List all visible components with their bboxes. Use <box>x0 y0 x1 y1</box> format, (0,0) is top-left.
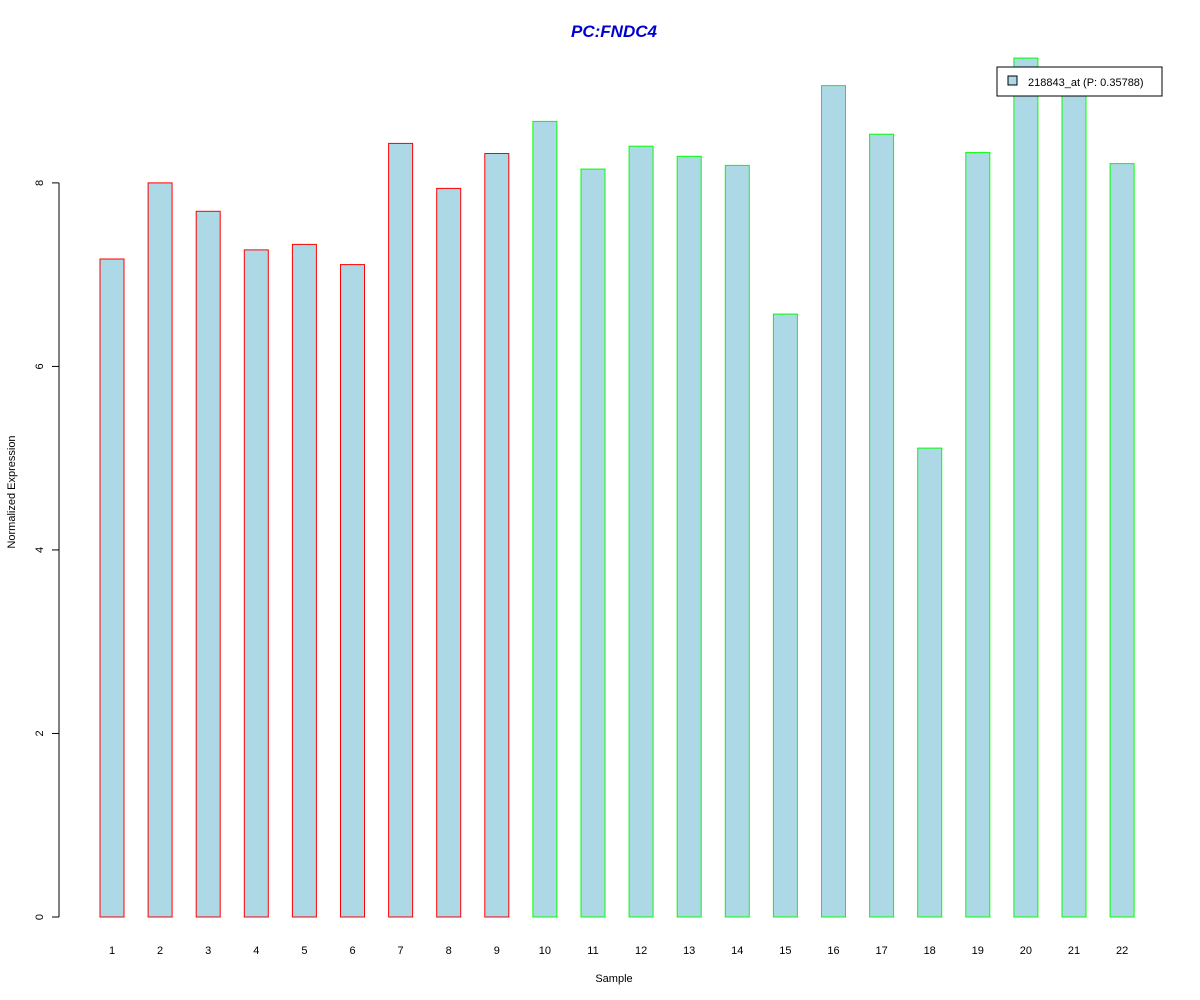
bar-sample-3 <box>195 210 221 918</box>
legend: 218843_at (P: 0.35788) <box>996 66 1163 97</box>
bar-sample-9 <box>484 153 510 918</box>
x-tick-label: 14 <box>731 945 743 957</box>
x-tick-label: 13 <box>683 945 695 957</box>
x-tick-label: 6 <box>349 945 355 957</box>
x-tick-label: 9 <box>494 945 500 957</box>
x-tick-label: 8 <box>446 945 452 957</box>
y-tick-label: 4 <box>34 547 46 553</box>
bars-group <box>99 57 1135 918</box>
x-tick-label: 10 <box>539 945 551 957</box>
x-tick-label: 15 <box>779 945 791 957</box>
bar-sample-12 <box>628 145 654 918</box>
x-tick-label: 21 <box>1068 945 1080 957</box>
bar-sample-20 <box>1013 57 1039 918</box>
y-tick-label: 0 <box>34 914 46 920</box>
bar-sample-21 <box>1061 94 1087 918</box>
x-tick-label: 19 <box>972 945 984 957</box>
legend-label: 218843_at (P: 0.35788) <box>1028 77 1144 89</box>
x-tick-label: 12 <box>635 945 647 957</box>
bar-sample-5 <box>291 243 317 918</box>
bar-sample-18 <box>917 447 943 918</box>
x-tick-label: 1 <box>109 945 115 957</box>
x-tick-label: 2 <box>157 945 163 957</box>
x-tick-label: 17 <box>875 945 887 957</box>
x-tick-labels: 1 2 3 4 5 6 7 8 9 10 11 12 13 14 15 16 17 18 19 20 21 22 <box>109 945 1128 957</box>
x-tick-label: 16 <box>827 945 839 957</box>
bar-sample-6 <box>340 264 365 918</box>
x-tick-label: 11 <box>587 945 598 957</box>
bar-sample-10 <box>532 120 558 918</box>
bar-sample-8 <box>436 187 462 918</box>
x-tick-label: 5 <box>301 945 307 957</box>
x-axis-label: Sample <box>595 973 632 985</box>
x-tick-label: 3 <box>205 945 211 957</box>
bar-sample-19 <box>965 152 991 918</box>
bar-sample-14 <box>724 164 750 918</box>
bar-sample-15 <box>772 313 798 918</box>
bar-sample-11 <box>580 168 606 918</box>
y-tick-label: 6 <box>34 363 46 369</box>
bar-sample-2 <box>147 182 173 918</box>
x-tick-label: 22 <box>1116 945 1128 957</box>
x-tick-label: 7 <box>398 945 404 957</box>
bar-sample-1 <box>99 258 125 918</box>
bar-sample-16 <box>821 85 846 918</box>
bar-sample-22 <box>1109 163 1135 918</box>
y-axis: 0 2 4 6 8 <box>34 180 60 920</box>
legend-swatch <box>1007 75 1018 86</box>
chart-title: PC:FNDC4 <box>571 22 657 41</box>
x-tick-label: 20 <box>1020 945 1032 957</box>
y-axis-label: Normalized Expression <box>6 435 18 548</box>
x-tick-label: 4 <box>253 945 259 957</box>
bar-sample-17 <box>869 133 895 918</box>
bar-sample-4 <box>243 249 269 918</box>
legend-box <box>996 66 1163 97</box>
y-tick-label: 2 <box>34 730 46 736</box>
x-tick-label: 18 <box>924 945 936 957</box>
bar-sample-13 <box>676 155 702 918</box>
y-tick-label: 8 <box>34 180 46 186</box>
bar-sample-7 <box>388 142 414 918</box>
